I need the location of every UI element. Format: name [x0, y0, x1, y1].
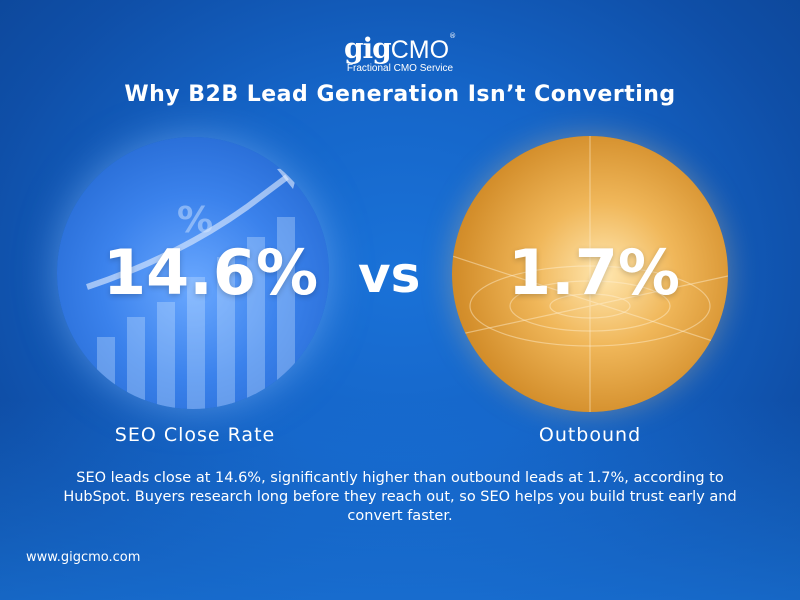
description-text: SEO leads close at 14.6%, significantly … [63, 470, 737, 524]
outbound-network-image [452, 136, 728, 412]
bar-growth-icon: % [86, 167, 299, 409]
seo-close-rate-label: SEO Close Rate [114, 424, 276, 446]
logo-tagline: Fractional CMO Service [346, 63, 454, 74]
registered-mark: ® [449, 32, 457, 40]
outbound-close-rate-value: 1.7% [508, 236, 680, 309]
versus-text: vs [358, 246, 421, 304]
seo-growth-chart-image: % [57, 137, 329, 409]
logo-light-text: CMO [390, 36, 450, 64]
logo-bold-text: gig [343, 32, 392, 65]
gigcmo-logo: gigCMO® Fractional CMO Service [0, 32, 800, 74]
outbound-label: Outbound [538, 424, 642, 446]
website-link[interactable]: www.gigcmo.com [26, 550, 141, 565]
network-lines-icon [452, 136, 728, 412]
page-title: Why B2B Lead Generation Isn’t Converting [124, 82, 676, 107]
seo-close-rate-value: 14.6% [103, 236, 319, 309]
svg-text:%: % [177, 200, 213, 241]
